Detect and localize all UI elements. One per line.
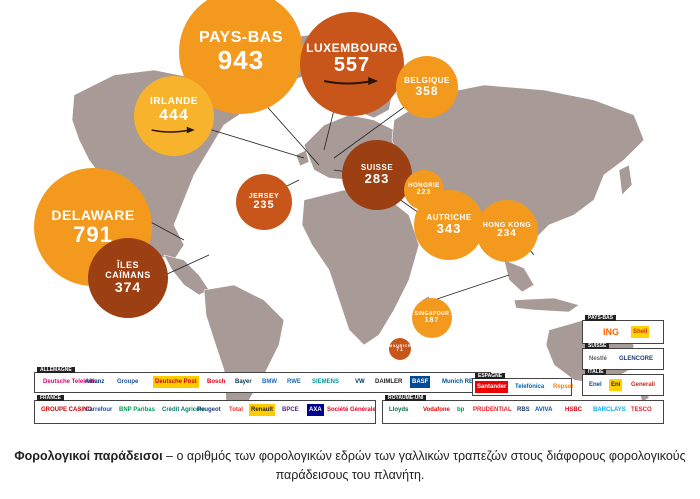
logo: Munich RE bbox=[442, 379, 473, 385]
box-italie: ITALIE Enel Eni Generali bbox=[582, 369, 664, 396]
bubble-singapour: SINGAPOUR 187 bbox=[412, 298, 452, 338]
logo: BPCE bbox=[282, 407, 299, 413]
bubble-label: SUISSE bbox=[360, 162, 394, 172]
logo: RBS bbox=[517, 407, 530, 413]
bubble-irlande: IRLANDE 444 bbox=[134, 76, 214, 156]
logo: PRUDENTIAL bbox=[473, 407, 512, 413]
bubble-label: PAYS-BAS bbox=[198, 28, 284, 46]
bubble-hong-kong: HONG KONG 234 bbox=[476, 200, 538, 262]
box-tag: SUISSE bbox=[585, 343, 610, 349]
logo: Nestlé bbox=[589, 356, 608, 362]
bubble-value: 374 bbox=[114, 279, 142, 296]
bubble-label: SINGAPOUR bbox=[414, 310, 450, 317]
logo: Société Générale bbox=[327, 407, 376, 413]
bubble-label: IRLANDE bbox=[150, 96, 198, 108]
bubble-autriche: AUTRICHE 343 bbox=[414, 190, 484, 260]
logo: Peugeot bbox=[197, 407, 221, 413]
logo: Repsol bbox=[553, 384, 574, 390]
logo: AXA bbox=[307, 404, 324, 416]
bubble-value: 343 bbox=[436, 221, 462, 237]
logo: Enel bbox=[589, 382, 602, 388]
logo: GROUPE CASINO bbox=[41, 407, 93, 413]
box-espagne: ESPAGNE Santander Telefónica Repsol bbox=[472, 373, 574, 396]
logo: Santander bbox=[475, 381, 509, 393]
logo: DAIMLER bbox=[375, 379, 403, 385]
box-tag: PAYS-BAS bbox=[585, 315, 617, 321]
logo: TESCO bbox=[631, 407, 652, 413]
logo: Allianz bbox=[85, 379, 105, 385]
bubble-label: BELGIQUE bbox=[404, 75, 450, 85]
box-tag: ROYAUME-UNI bbox=[385, 395, 427, 401]
logo: Renault bbox=[249, 404, 276, 416]
logo: Crédit Agricole bbox=[162, 407, 205, 413]
bubble-label: MAURICE bbox=[388, 343, 412, 349]
bubble-label: ÎLES CAÏMANS bbox=[105, 260, 151, 280]
bubble-pays-bas: PAYS-BAS 943 bbox=[179, 0, 303, 114]
logo: Telefónica bbox=[515, 384, 545, 390]
box-tag: FRANCE bbox=[37, 395, 64, 401]
logo: RWE bbox=[287, 379, 301, 385]
box-pays-bas: PAYS-BAS ING Shell bbox=[582, 315, 664, 344]
logo: Deutsche Post bbox=[153, 376, 199, 388]
caption-title: Φορολογικοί παράδεισοι bbox=[14, 449, 163, 463]
bubble-value: 234 bbox=[497, 228, 517, 240]
arrow-icon bbox=[323, 76, 378, 85]
logo: BMW bbox=[262, 379, 277, 385]
bubble-value: 283 bbox=[364, 171, 390, 187]
arrow-icon bbox=[151, 126, 195, 133]
bubble-value: 557 bbox=[333, 53, 371, 76]
logo: Deutsche Telekom bbox=[43, 379, 96, 385]
logo: Eni bbox=[609, 379, 623, 391]
logo: HSBC bbox=[565, 407, 583, 413]
bubble-value: 791 bbox=[73, 221, 113, 247]
bubble-jersey: JERSEY 235 bbox=[236, 174, 292, 230]
bubble-value: 943 bbox=[217, 44, 265, 75]
logo: Groupe bbox=[117, 379, 139, 385]
box-allemagne: ALLEMAGNE Deutsche Telekom Allianz Group… bbox=[34, 367, 491, 393]
caption-text: – ο αριθμός των φορολογικών εδρών των γα… bbox=[162, 449, 686, 482]
logo: Vodafone bbox=[423, 407, 450, 413]
bubble-value: 358 bbox=[415, 83, 439, 98]
box-tag: ALLEMAGNE bbox=[37, 367, 75, 373]
bubble-iles-caimans: ÎLES CAÏMANS 374 bbox=[88, 238, 168, 318]
bubble-luxembourg: LUXEMBOURG 557 bbox=[300, 12, 404, 116]
bubble-value: 223 bbox=[416, 189, 432, 197]
bubble-label: HONGRIE bbox=[408, 183, 440, 190]
bubble-label: DELAWARE bbox=[51, 207, 135, 224]
bubble-label: JERSEY bbox=[248, 192, 280, 200]
logo: Bayer bbox=[235, 379, 252, 385]
tax-haven-map: PAYS-BAS 943 LUXEMBOURG 557 BELGIQUE 358… bbox=[34, 0, 666, 432]
bubble-value: 71 bbox=[396, 347, 404, 354]
logo: SIEMENS bbox=[312, 379, 340, 385]
figure-caption: Φορολογικοί παράδεισοι – ο αριθμός των φ… bbox=[0, 447, 700, 485]
bubble-label: AUTRICHE bbox=[426, 212, 472, 222]
bubble-belgique: BELGIQUE 358 bbox=[396, 56, 458, 118]
box-tag: ESPAGNE bbox=[475, 373, 506, 379]
box-france: FRANCE GROUPE CASINO Carrefour BNP Parib… bbox=[34, 395, 376, 424]
box-suisse: SUISSE Nestlé GLENCORE bbox=[582, 343, 664, 370]
bubble-suisse: SUISSE 283 bbox=[342, 140, 412, 210]
bubble-label: LUXEMBOURG bbox=[306, 41, 398, 56]
logo: Shell bbox=[631, 326, 650, 338]
logo: GLENCORE bbox=[619, 356, 654, 362]
logo: Generali bbox=[631, 382, 656, 388]
logo: bp bbox=[457, 407, 465, 413]
logo: Bosch bbox=[207, 379, 226, 385]
bubble-maurice: MAURICE 71 bbox=[389, 338, 411, 360]
logo: VW bbox=[355, 379, 365, 385]
bubble-label: HONG KONG bbox=[482, 222, 532, 230]
logo: BASF bbox=[410, 376, 431, 388]
logo: Lloyds bbox=[389, 407, 409, 413]
logo: Total bbox=[229, 407, 243, 413]
bubble-value: 444 bbox=[159, 106, 189, 124]
box-tag: ITALIE bbox=[585, 369, 607, 375]
bubble-value: 235 bbox=[253, 198, 275, 211]
logo: ING bbox=[603, 327, 620, 337]
box-royaume-uni: ROYAUME-UNI Lloyds Vodafone bp PRUDENTIA… bbox=[382, 395, 664, 424]
logo: AVIVA bbox=[535, 407, 553, 413]
logo: BNP Paribas bbox=[119, 407, 155, 413]
logo: Carrefour bbox=[85, 407, 113, 413]
logo: BARCLAYS bbox=[593, 407, 626, 413]
bubble-value: 187 bbox=[424, 316, 440, 324]
